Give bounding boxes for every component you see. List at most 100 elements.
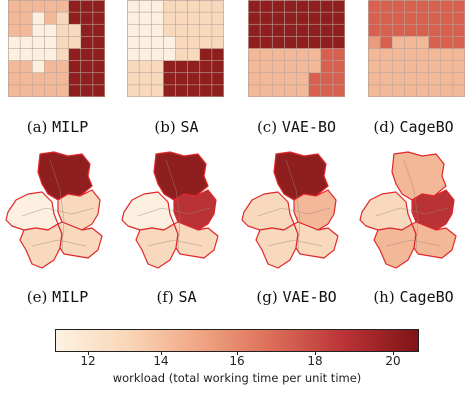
grid-cell bbox=[428, 84, 442, 97]
grid-cell bbox=[379, 72, 393, 86]
grid-cell bbox=[92, 0, 105, 13]
grid-cell bbox=[211, 60, 224, 74]
grid-cell bbox=[391, 60, 405, 74]
grid-map-cagebo bbox=[368, 0, 465, 97]
grid-cell bbox=[440, 60, 454, 74]
grid-cell bbox=[308, 60, 322, 74]
region-north bbox=[153, 151, 209, 201]
grid-cell bbox=[150, 36, 164, 50]
grid-cell bbox=[440, 0, 454, 13]
road-line bbox=[31, 239, 87, 247]
grid-cell bbox=[175, 36, 189, 50]
grid-cell bbox=[56, 60, 70, 74]
colorbar-tickmark bbox=[161, 351, 162, 355]
grid-cell bbox=[428, 36, 442, 50]
grid-cell bbox=[428, 72, 442, 86]
grid-cell bbox=[44, 72, 58, 86]
grid-cell bbox=[68, 11, 82, 25]
caption-method: CageBO bbox=[399, 288, 454, 306]
grid-cell bbox=[452, 72, 465, 86]
grid-cell bbox=[19, 60, 33, 74]
caption-f: (f) SA bbox=[119, 288, 234, 306]
grid-cell bbox=[211, 72, 224, 86]
grid-cell bbox=[175, 0, 189, 13]
grid-cell bbox=[175, 72, 189, 86]
grid-cell bbox=[428, 60, 442, 74]
grid-cell bbox=[56, 84, 70, 97]
grid-cell bbox=[296, 72, 310, 86]
region-east bbox=[293, 189, 337, 231]
colorbar-tickmark bbox=[315, 351, 316, 355]
grid-cell bbox=[332, 36, 345, 50]
grid-cell bbox=[19, 36, 33, 50]
grid-cell bbox=[452, 48, 465, 62]
grid-cell bbox=[391, 0, 405, 13]
colorbar-tickmark bbox=[393, 351, 394, 355]
grid-cell bbox=[296, 60, 310, 74]
grid-cell bbox=[92, 11, 105, 25]
grid-cell bbox=[248, 48, 261, 62]
grid-cell bbox=[19, 48, 33, 62]
grid-cell bbox=[452, 60, 465, 74]
grid-cell bbox=[259, 84, 273, 97]
grid-cell bbox=[80, 48, 94, 62]
grid-cell bbox=[187, 11, 201, 25]
grid-cell bbox=[440, 11, 454, 25]
region-south bbox=[135, 223, 179, 269]
grid-cell bbox=[44, 48, 58, 62]
grid-cell bbox=[404, 36, 418, 50]
grid-cell bbox=[68, 48, 82, 62]
region-southeast bbox=[411, 221, 457, 259]
region-east bbox=[411, 189, 455, 231]
grid-cell bbox=[391, 72, 405, 86]
grid-cell bbox=[31, 60, 45, 74]
grid-cell bbox=[163, 11, 177, 25]
grid-cell bbox=[80, 36, 94, 50]
grid-cell bbox=[320, 48, 334, 62]
grid-cell bbox=[175, 60, 189, 74]
road-line bbox=[385, 239, 441, 247]
grid-cell bbox=[248, 60, 261, 74]
grid-cell bbox=[428, 23, 442, 37]
grid-cell bbox=[19, 84, 33, 97]
grid-cell bbox=[379, 60, 393, 74]
grid-cell bbox=[199, 11, 213, 25]
grid-cell bbox=[284, 84, 298, 97]
grid-cell bbox=[8, 23, 21, 37]
grid-cell bbox=[379, 23, 393, 37]
grid-cell bbox=[187, 23, 201, 37]
grid-cell bbox=[248, 84, 261, 97]
grid-cell bbox=[92, 48, 105, 62]
grid-cell bbox=[187, 72, 201, 86]
grid-cell bbox=[416, 0, 430, 13]
road-line bbox=[21, 207, 95, 217]
grid-cell bbox=[44, 36, 58, 50]
road-line bbox=[147, 239, 203, 247]
grid-cell bbox=[271, 11, 285, 25]
grid-cell bbox=[68, 0, 82, 13]
grid-frame bbox=[127, 0, 224, 97]
grid-cell bbox=[68, 84, 82, 97]
grid-cell bbox=[428, 48, 442, 62]
grid-cell bbox=[391, 23, 405, 37]
grid-cell bbox=[56, 72, 70, 86]
grid-cell bbox=[150, 72, 164, 86]
grid-cell bbox=[199, 84, 213, 97]
grid-cell bbox=[31, 48, 45, 62]
grid-cell bbox=[368, 0, 381, 13]
grid-cell bbox=[368, 84, 381, 97]
grid-cell bbox=[163, 60, 177, 74]
grid-cell bbox=[404, 0, 418, 13]
grid-cell bbox=[175, 48, 189, 62]
grid-cell bbox=[416, 48, 430, 62]
caption-g: (g) VAE-BO bbox=[239, 288, 354, 306]
grid-cell bbox=[332, 11, 345, 25]
grid-cell bbox=[368, 23, 381, 37]
grid-cell bbox=[416, 72, 430, 86]
grid-cell bbox=[368, 72, 381, 86]
caption-letter: (g) bbox=[256, 288, 278, 306]
grid-cell bbox=[187, 0, 201, 13]
grid-cell bbox=[44, 60, 58, 74]
region-map-milp bbox=[5, 151, 103, 269]
region-north bbox=[391, 151, 447, 201]
